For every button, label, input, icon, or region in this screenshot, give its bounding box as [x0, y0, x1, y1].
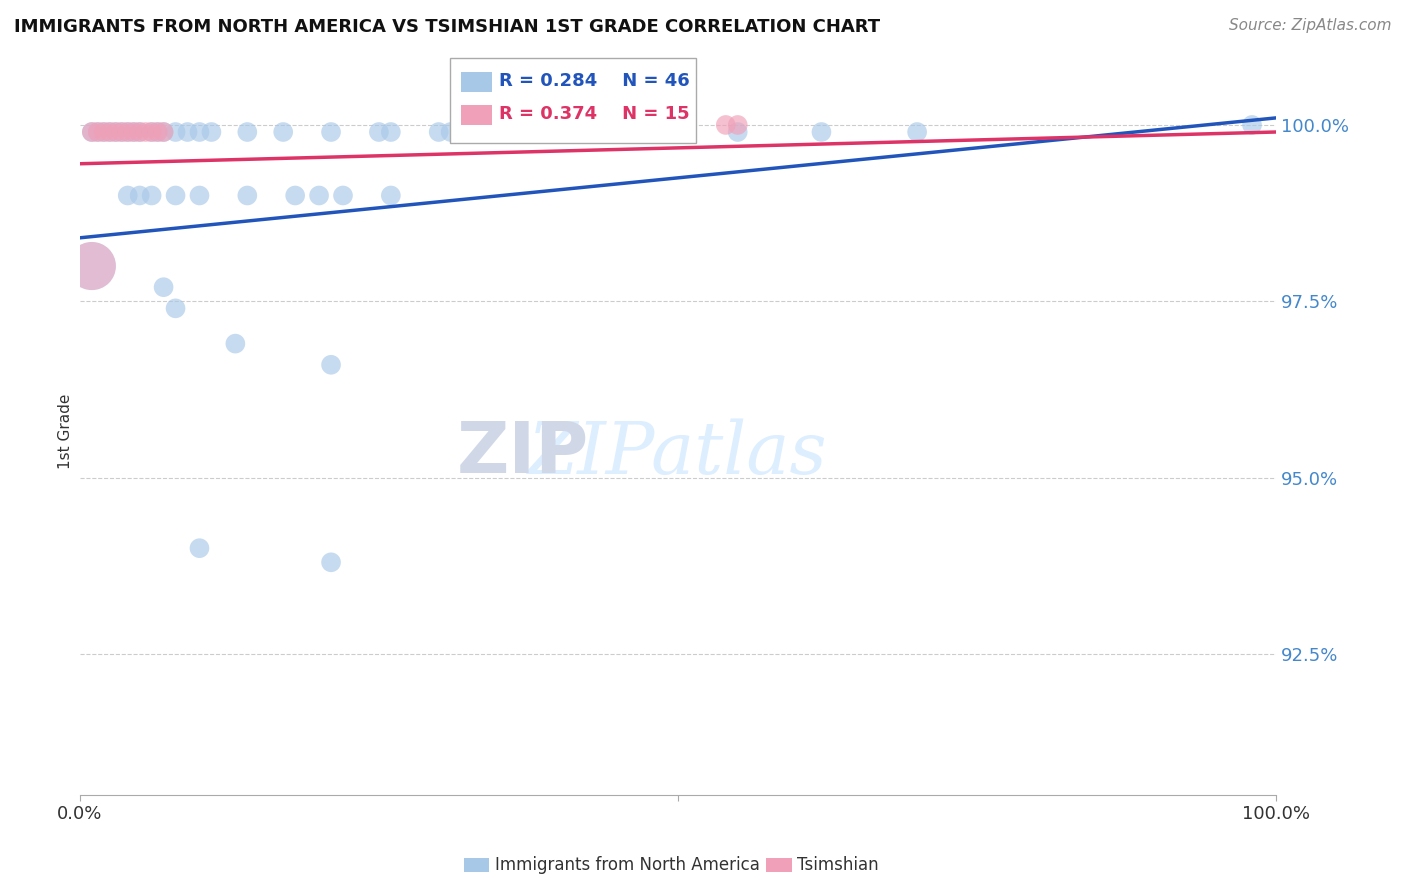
- Point: [104, 125, 127, 139]
- Point: [146, 125, 169, 139]
- Point: [152, 125, 174, 139]
- Text: R = 0.284    N = 46: R = 0.284 N = 46: [499, 72, 690, 90]
- Point: [319, 358, 342, 372]
- Point: [271, 125, 294, 139]
- Point: [427, 125, 450, 139]
- Point: [367, 125, 389, 139]
- Point: [380, 188, 402, 202]
- Point: [128, 125, 150, 139]
- Point: [80, 125, 103, 139]
- Point: [188, 541, 211, 556]
- Point: [1240, 118, 1263, 132]
- Point: [128, 188, 150, 202]
- Point: [810, 125, 832, 139]
- Y-axis label: 1st Grade: 1st Grade: [58, 394, 73, 469]
- Point: [104, 125, 127, 139]
- Text: Immigrants from North America: Immigrants from North America: [495, 856, 759, 874]
- Point: [141, 188, 163, 202]
- Text: Tsimshian: Tsimshian: [797, 856, 879, 874]
- Text: ZIPatlas: ZIPatlas: [529, 418, 828, 489]
- Point: [236, 125, 259, 139]
- Point: [141, 125, 163, 139]
- Point: [380, 125, 402, 139]
- Point: [165, 125, 187, 139]
- Point: [176, 125, 198, 139]
- Point: [165, 301, 187, 316]
- Point: [111, 125, 134, 139]
- Point: [308, 188, 330, 202]
- Point: [117, 125, 139, 139]
- Point: [727, 125, 749, 139]
- Point: [135, 125, 157, 139]
- Point: [188, 125, 211, 139]
- Point: [80, 125, 103, 139]
- Point: [224, 336, 246, 351]
- Point: [98, 125, 121, 139]
- Point: [332, 188, 354, 202]
- Point: [319, 555, 342, 569]
- Point: [284, 188, 307, 202]
- Point: [122, 125, 145, 139]
- Text: Source: ZipAtlas.com: Source: ZipAtlas.com: [1229, 18, 1392, 33]
- Point: [727, 118, 749, 132]
- Point: [666, 125, 689, 139]
- Point: [93, 125, 115, 139]
- Point: [236, 188, 259, 202]
- Text: ZIP: ZIP: [457, 419, 589, 488]
- Point: [714, 118, 737, 132]
- Point: [128, 125, 150, 139]
- Point: [117, 125, 139, 139]
- Point: [80, 259, 103, 273]
- Point: [98, 125, 121, 139]
- Point: [146, 125, 169, 139]
- Point: [93, 125, 115, 139]
- Point: [117, 188, 139, 202]
- Point: [80, 259, 103, 273]
- Point: [152, 125, 174, 139]
- Point: [141, 125, 163, 139]
- Point: [488, 125, 510, 139]
- Point: [87, 125, 110, 139]
- Point: [499, 125, 522, 139]
- Point: [319, 125, 342, 139]
- Point: [188, 188, 211, 202]
- Point: [905, 125, 928, 139]
- Point: [165, 188, 187, 202]
- Point: [200, 125, 222, 139]
- Point: [440, 125, 463, 139]
- Point: [152, 280, 174, 294]
- Point: [87, 125, 110, 139]
- Point: [111, 125, 134, 139]
- Point: [122, 125, 145, 139]
- Text: IMMIGRANTS FROM NORTH AMERICA VS TSIMSHIAN 1ST GRADE CORRELATION CHART: IMMIGRANTS FROM NORTH AMERICA VS TSIMSHI…: [14, 18, 880, 36]
- Text: R = 0.374    N = 15: R = 0.374 N = 15: [499, 105, 690, 123]
